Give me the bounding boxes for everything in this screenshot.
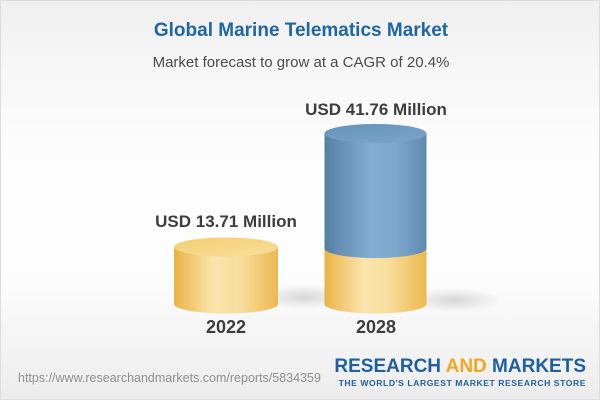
bar-2028-blue-segment: [324, 133, 427, 258]
bar-2028-top: [324, 124, 427, 143]
chart-subtitle: Market forecast to grow at a CAGR of 20.…: [152, 54, 450, 71]
bar-2028-yellow-base: [324, 248, 427, 314]
logo-tagline: THE WORLD'S LARGEST MARKET RESEARCH STOR…: [338, 378, 586, 388]
category-label-2028: 2028: [355, 317, 397, 337]
value-label-2022: USD 13.71 Million: [155, 212, 297, 231]
value-label-2028: USD 41.76 Million: [305, 100, 447, 119]
shadow-2028: [408, 288, 500, 312]
logo-word-and: AND: [445, 356, 487, 377]
logo-wordmark: RESEARCH AND MARKETS: [334, 357, 586, 376]
logo-word-research: RESEARCH: [334, 356, 442, 377]
category-label-2022: 2022: [205, 317, 247, 337]
report-url: https://www.researchandmarkets.com/repor…: [18, 371, 321, 385]
logo-word-markets: MARKETS: [492, 356, 586, 377]
research-and-markets-logo: RESEARCH AND MARKETS THE WORLD'S LARGEST…: [334, 357, 586, 388]
bar-2028: [324, 124, 427, 314]
chart-title: Global Marine Telematics Market: [153, 20, 449, 41]
bar-2022: [174, 237, 278, 314]
